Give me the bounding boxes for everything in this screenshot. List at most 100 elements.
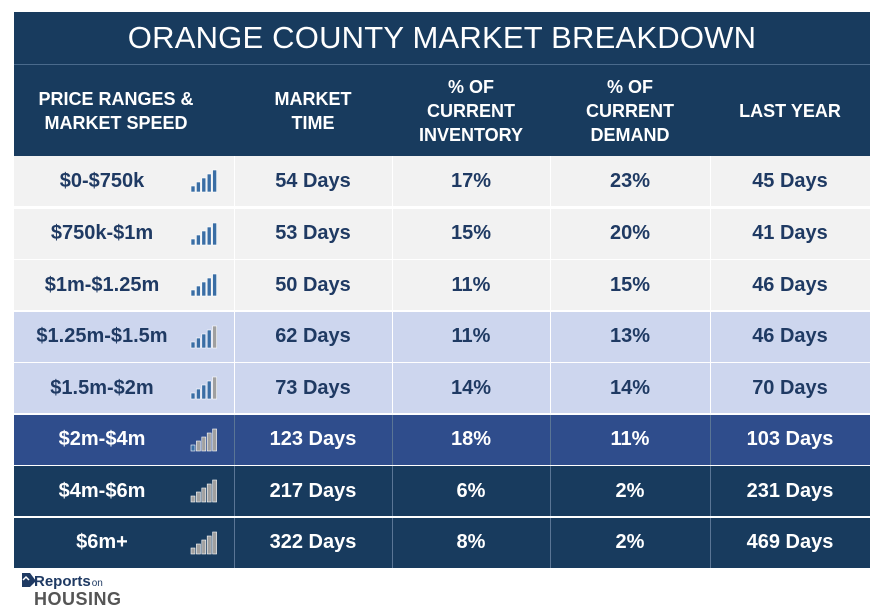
price-range-label: $0-$750k (59, 169, 145, 192)
speed-bar-filled (201, 384, 207, 400)
price-range-label: $2m-$4m (58, 428, 146, 450)
inventory-cell: 18% (450, 428, 492, 450)
speed-bar-empty (190, 547, 196, 554)
price-range-label: $6m+ (76, 531, 128, 553)
price-range-label: $1.25m-$1.5m (36, 325, 168, 347)
header-inventory: % OF CURRENT INVENTORY (418, 77, 524, 145)
speed-bar-filled (206, 277, 212, 297)
speed-bar-empty (212, 325, 217, 348)
column-divider (550, 363, 551, 413)
price-range-cell: $4m-$6m (14, 466, 234, 516)
logo-line1-main: Reports (34, 573, 91, 590)
column-divider (710, 414, 711, 465)
speed-bar-filled (206, 226, 212, 245)
column-divider (392, 363, 393, 413)
table-title: ORANGE COUNTY MARKET BREAKDOWN (14, 12, 870, 64)
column-divider (234, 517, 235, 568)
column-divider (234, 311, 235, 362)
inventory-cell: 11% (451, 273, 491, 296)
column-divider (550, 414, 551, 465)
column-divider (234, 363, 235, 413)
speed-bar-empty (212, 531, 217, 554)
inventory-cell: 6% (456, 479, 486, 502)
market-speed-icon (190, 531, 218, 555)
market-time-cell: 53 Days (275, 222, 351, 244)
column-divider (710, 260, 711, 310)
speed-bar-filled (196, 234, 201, 245)
column-divider (392, 466, 393, 516)
table-row: $6m+ 322 Days 8% 2% 469 Days (14, 516, 870, 568)
table-row: $0-$750k 54 Days 17% 23% 45 Days (14, 156, 870, 206)
price-range-label: $1.5m-$2m (50, 376, 154, 399)
column-divider (234, 466, 235, 516)
market-speed-icon (190, 376, 218, 400)
reports-on-housing-logo: Reports on HOUSING (22, 573, 121, 609)
last-year-cell: 41 Days (752, 222, 828, 244)
inventory-cell: 15% (450, 222, 492, 244)
price-range-cell: $1m-$1.25m (14, 260, 234, 310)
column-divider (392, 311, 393, 362)
header-demand: % OF CURRENT DEMAND (586, 77, 674, 145)
column-divider (392, 517, 393, 568)
speed-bar-filled (201, 177, 207, 193)
price-range-cell: $1.25m-$1.5m (14, 312, 234, 362)
market-time-cell: 54 Days (275, 169, 351, 192)
column-divider (710, 517, 711, 568)
inventory-cell: 11% (451, 325, 491, 347)
market-speed-icon (190, 428, 218, 452)
table-row: $1.25m-$1.5m 62 Days 11% 13% 46 Days (14, 310, 870, 362)
speed-bar-empty (190, 495, 196, 503)
speed-bar-empty (196, 491, 201, 503)
header-row: PRICE RANGES & MARKET SPEED MARKET TIME … (14, 64, 870, 156)
market-time-cell: 123 Days (269, 428, 357, 450)
market-time-cell: 217 Days (269, 479, 357, 502)
market-speed-icon (190, 273, 218, 297)
speed-bar-empty (212, 428, 217, 451)
column-divider (234, 260, 235, 310)
speed-bar-filled (212, 169, 217, 193)
speed-bar-filled (206, 329, 212, 348)
demand-cell: 23% (609, 169, 651, 192)
speed-bar-filled (206, 380, 212, 400)
header-price-ranges: PRICE RANGES & MARKET SPEED (38, 89, 194, 133)
column-divider (234, 156, 235, 206)
table-row: $1.5m-$2m 73 Days 14% 14% 70 Days (14, 362, 870, 413)
header-last-year: LAST YEAR (739, 101, 841, 121)
market-breakdown-table: ORANGE COUNTY MARKET BREAKDOWN PRICE RAN… (14, 12, 870, 568)
speed-bar-filled (196, 285, 201, 297)
column-divider (550, 208, 551, 259)
column-divider (550, 260, 551, 310)
price-range-cell: $6m+ (14, 518, 234, 568)
column-divider (392, 156, 393, 206)
last-year-cell: 231 Days (746, 479, 834, 502)
speed-bar-filled (190, 289, 196, 297)
inventory-cell: 8% (456, 531, 486, 553)
speed-bar-filled (196, 388, 201, 400)
speed-bar-filled (212, 273, 217, 297)
demand-cell: 20% (609, 222, 651, 244)
speed-bar-filled (190, 444, 196, 451)
speed-bar-empty (196, 543, 201, 554)
column-divider (550, 156, 551, 206)
speed-bar-empty (212, 376, 217, 400)
column-divider (550, 311, 551, 362)
speed-bar-filled (206, 173, 212, 193)
speed-bar-filled (201, 230, 207, 245)
table-row: $1m-$1.25m 50 Days 11% 15% 46 Days (14, 259, 870, 310)
last-year-cell: 46 Days (752, 325, 828, 347)
last-year-cell: 469 Days (746, 531, 834, 553)
speed-bar-empty (206, 535, 212, 554)
header-market-time: MARKET TIME (274, 89, 352, 133)
column-divider (392, 260, 393, 310)
demand-cell: 11% (610, 428, 650, 450)
column-divider (234, 414, 235, 465)
market-speed-icon (190, 169, 218, 193)
speed-bar-empty (201, 539, 207, 554)
table-row: $2m-$4m 123 Days 18% 11% 103 Days (14, 413, 870, 465)
demand-cell: 2% (615, 531, 645, 553)
last-year-cell: 70 Days (752, 376, 828, 399)
speed-bar-empty (206, 483, 212, 503)
price-range-label: $1m-$1.25m (44, 273, 160, 296)
demand-cell: 2% (615, 479, 645, 502)
column-divider (234, 208, 235, 259)
